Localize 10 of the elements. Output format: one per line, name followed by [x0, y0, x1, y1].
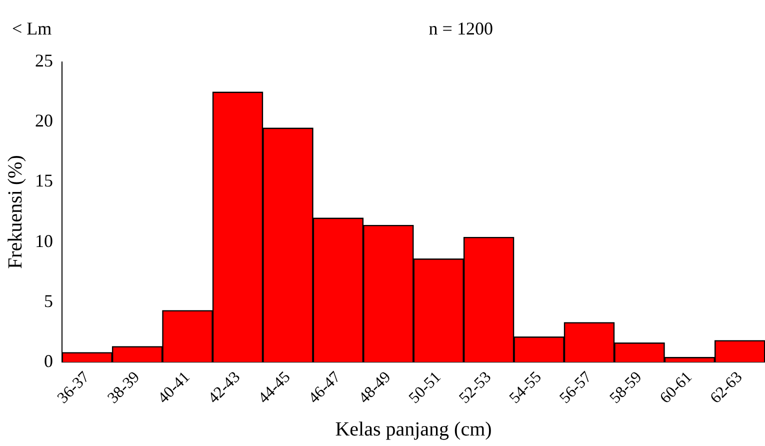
y-tick-label: 25 [35, 50, 53, 71]
y-tick-label: 5 [44, 290, 53, 311]
y-tick-label: 10 [35, 230, 53, 251]
y-tick-label: 20 [35, 110, 53, 131]
y-tick-label: 15 [35, 170, 53, 191]
y-axis-title: Frekuensi (%) [4, 155, 26, 269]
x-axis-title: Kelas panjang (cm) [335, 418, 492, 440]
y-tick-label: 0 [44, 350, 53, 371]
text: < Lm [12, 18, 52, 39]
text: n = 1200 [428, 18, 493, 39]
